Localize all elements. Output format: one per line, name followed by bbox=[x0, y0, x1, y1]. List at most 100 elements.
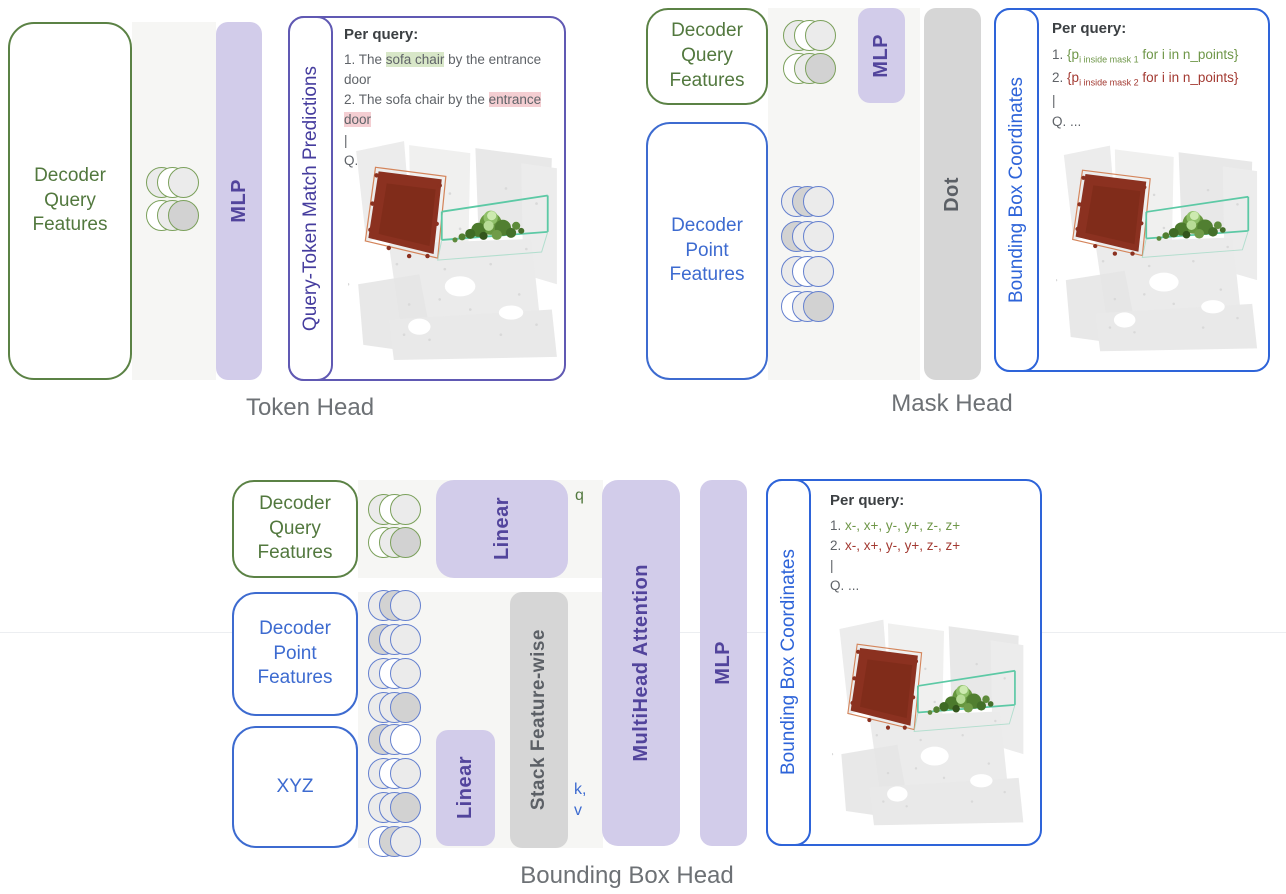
mask-decoder-query-features-box: Decoder Query Features bbox=[646, 8, 768, 105]
feature-circle bbox=[390, 624, 421, 655]
feature-circle bbox=[390, 692, 421, 723]
bbox-multihead-attention-label: MultiHead Attention bbox=[629, 564, 652, 762]
bbox-kv-label: k, v bbox=[574, 780, 586, 822]
mask-line2-expr: {pi inside mask 2 for i in n_points} bbox=[1067, 70, 1239, 89]
bbox-output-label-strip: Bounding Box Coordinates bbox=[766, 479, 811, 846]
bbox-mlp-bar: MLP bbox=[700, 480, 747, 846]
feature-circle bbox=[390, 494, 421, 525]
bbox-stack-featurewise-bar: Stack Feature-wise bbox=[510, 592, 568, 848]
bbox-q-label: q bbox=[575, 487, 584, 504]
bbox-line2-num: 2. bbox=[830, 537, 842, 553]
feature-circle bbox=[390, 758, 421, 789]
bbox-line1-num: 1. bbox=[830, 517, 842, 533]
token-output-label: Query-Token Match Predictions bbox=[299, 65, 321, 332]
mask-decoder-query-features-label: Decoder Query Features bbox=[669, 20, 745, 91]
bbox-k-label: k, bbox=[574, 781, 587, 798]
mask-line1-open: {p bbox=[1067, 46, 1080, 62]
bbox-line1-coords: x-, x+, y-, y+, z-, z+ bbox=[845, 517, 961, 533]
bbox-head-caption: Bounding Box Head bbox=[520, 862, 734, 889]
token-query-feature-circles bbox=[146, 167, 199, 232]
mask-per-query-line2: 2. {pi inside mask 2 for i in n_points} bbox=[1052, 67, 1264, 91]
mask-line1-expr: {pi inside mask 1 for i in n_points} bbox=[1067, 46, 1239, 65]
token-decoder-query-features-label: Decoder Query Features bbox=[32, 164, 108, 236]
mask-line1-subscript: i inside mask 1 bbox=[1079, 54, 1139, 65]
mask-mlp-label: MLP bbox=[870, 33, 892, 78]
mask-per-query-block: Per query: 1. {pi inside mask 1 for i in… bbox=[1052, 18, 1264, 132]
bbox-per-query-line1: 1. x-, x+, y-, y+, z-, z+ bbox=[830, 516, 1036, 536]
mask-per-query-pipe: | bbox=[1052, 93, 1056, 109]
bbox-per-query-block: Per query: 1. x-, x+, y-, y+, z-, z+ 2. … bbox=[830, 490, 1036, 597]
bbox-point-cloud-thumbnail bbox=[832, 612, 1028, 830]
feature-circle bbox=[803, 186, 834, 217]
feature-circle bbox=[803, 256, 834, 287]
bbox-xyz-box: XYZ bbox=[232, 726, 358, 848]
bbox-v-label: v bbox=[574, 801, 582, 819]
mask-decoder-point-features-label: Decoder Point Features bbox=[669, 214, 745, 286]
token-per-query-line1: 1. The sofa chair by the entrance door bbox=[344, 50, 560, 91]
bbox-xyz-circles bbox=[368, 724, 421, 858]
token-line1-highlight: sofa chair bbox=[385, 51, 445, 67]
bbox-linear-top-label: Linear bbox=[490, 497, 513, 561]
bbox-stack-featurewise-label: Stack Feature-wise bbox=[528, 629, 549, 811]
token-line2-pre: 2. The sofa chair by the bbox=[344, 92, 489, 107]
bbox-multihead-attention-bar: MultiHead Attention bbox=[602, 480, 680, 846]
token-per-query-title: Per query: bbox=[344, 26, 419, 43]
bbox-decoder-query-features-label: Decoder Query Features bbox=[257, 492, 333, 564]
bbox-query-feature-circles bbox=[368, 494, 421, 559]
feature-circle bbox=[805, 20, 836, 51]
feature-circle bbox=[390, 590, 421, 621]
bbox-decoder-query-features-box: Decoder Query Features bbox=[232, 480, 358, 578]
feature-circle bbox=[803, 291, 834, 322]
feature-circle bbox=[168, 200, 199, 231]
mask-per-query-title: Per query: bbox=[1052, 20, 1127, 37]
token-decoder-query-features-box: Decoder Query Features bbox=[8, 22, 132, 380]
token-per-query-pipe: | bbox=[344, 132, 348, 148]
bbox-per-query-q: Q. ... bbox=[830, 578, 860, 594]
bbox-mlp-label: MLP bbox=[712, 641, 734, 685]
bbox-line2-coords: x-, x+, y-, y+, z-, z+ bbox=[845, 537, 961, 553]
mask-mlp-bar: MLP bbox=[858, 8, 905, 103]
feature-circle bbox=[390, 826, 421, 857]
mask-output-label: Bounding Box Coordinates bbox=[1005, 76, 1027, 304]
mask-decoder-point-features-box: Decoder Point Features bbox=[646, 122, 768, 380]
token-line1-post: by the entrance door bbox=[344, 51, 542, 87]
mask-line2-subscript: i inside mask 2 bbox=[1079, 78, 1139, 89]
bbox-per-query-line2: 2. x-, x+, y-, y+, z-, z+ bbox=[830, 536, 1036, 556]
mask-dot-label: Dot bbox=[941, 176, 963, 212]
bbox-per-query-title: Per query: bbox=[830, 492, 905, 509]
bbox-output-label: Bounding Box Coordinates bbox=[777, 549, 799, 776]
bbox-per-query-pipe: | bbox=[830, 558, 834, 573]
feature-circle bbox=[390, 724, 421, 755]
token-point-cloud-thumbnail bbox=[348, 133, 562, 365]
feature-circle bbox=[390, 527, 421, 558]
mask-line2-rest: for i in n_points} bbox=[1138, 70, 1239, 86]
mask-per-query-q: Q. ... bbox=[1052, 113, 1082, 129]
mask-line1-num: 1. bbox=[1052, 46, 1064, 62]
feature-circle bbox=[390, 792, 421, 823]
token-mlp-label: MLP bbox=[227, 179, 250, 223]
bbox-linear-top-bar: Linear bbox=[436, 480, 568, 578]
bbox-decoder-point-features-label: Decoder Point Features bbox=[257, 617, 333, 689]
mask-per-query-line1: 1. {pi inside mask 1 for i in n_points} bbox=[1052, 44, 1264, 68]
mask-line1-rest: for i in n_points} bbox=[1138, 46, 1239, 62]
mask-line2-open: {p bbox=[1067, 70, 1080, 86]
bbox-linear-bottom-label: Linear bbox=[454, 756, 476, 820]
mask-point-cloud-thumbnail bbox=[1056, 138, 1262, 356]
token-output-label-strip: Query-Token Match Predictions bbox=[288, 16, 333, 381]
mask-line2-num: 2. bbox=[1052, 70, 1064, 86]
bbox-xyz-label: XYZ bbox=[276, 775, 314, 797]
token-line1-pre: 1. The bbox=[344, 51, 386, 67]
bbox-point-feature-circles bbox=[368, 590, 421, 724]
token-head-caption: Token Head bbox=[245, 394, 375, 421]
bbox-linear-bottom-bar: Linear bbox=[436, 730, 495, 846]
bbox-decoder-point-features-box: Decoder Point Features bbox=[232, 592, 358, 716]
feature-circle bbox=[803, 221, 834, 252]
mask-output-label-strip: Bounding Box Coordinates bbox=[994, 8, 1039, 372]
token-per-query-line2: 2. The sofa chair by the entrance door bbox=[344, 90, 560, 131]
token-mlp-bar: MLP bbox=[216, 22, 262, 380]
mask-query-feature-circles bbox=[783, 20, 836, 85]
mask-point-feature-circles bbox=[781, 186, 834, 323]
feature-circle bbox=[390, 658, 421, 689]
feature-circle bbox=[805, 53, 836, 84]
